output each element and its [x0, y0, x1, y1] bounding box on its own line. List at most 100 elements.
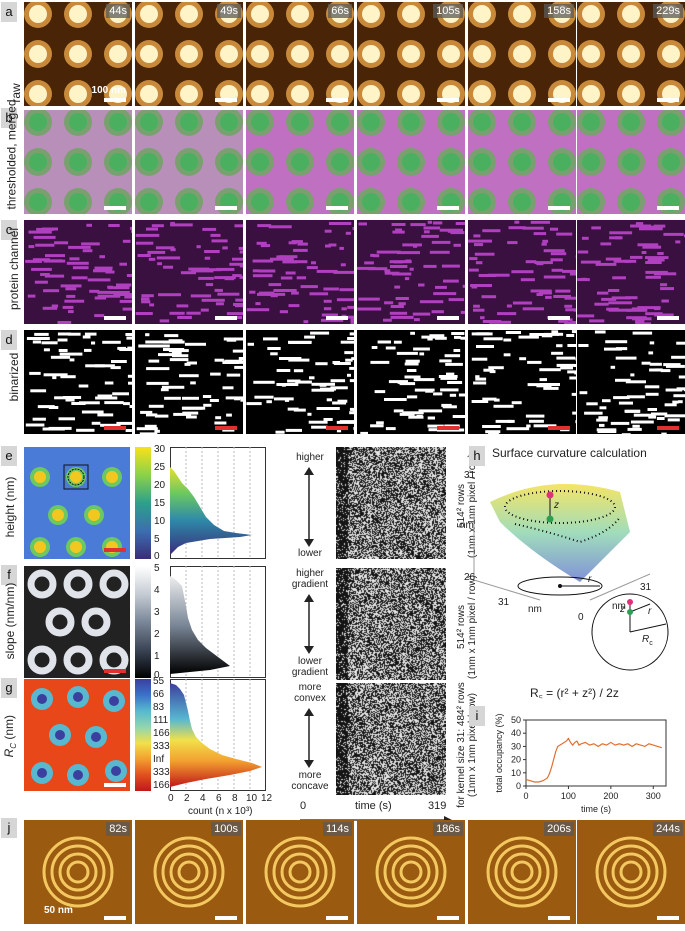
raw-tile: 158s	[468, 2, 576, 106]
g-ylabel: RC (nm)	[2, 696, 18, 776]
spiral-tile: 114s	[246, 820, 354, 924]
time-stamp: 206s	[544, 822, 574, 836]
g-ylabel-unit: (nm)	[1, 714, 16, 743]
h-x-unit2: nm	[612, 601, 626, 612]
x-tick-label: 0	[523, 791, 528, 801]
panel-label-c: c	[1, 220, 17, 240]
f-arrow-bottom: lower gradient	[285, 656, 335, 678]
g-arrow-bottom-2: concave	[291, 781, 329, 792]
raw-tile: 105s	[357, 2, 465, 106]
g-arrow-top: more convex	[285, 682, 335, 704]
y-tick-label: 20	[511, 755, 521, 765]
e-ylabel: height (nm)	[3, 476, 17, 538]
scale-bar	[104, 426, 126, 430]
g-cb-tick: 83	[153, 702, 165, 713]
e-arrow	[304, 467, 314, 547]
f-side-1: 514² rows	[456, 605, 467, 649]
hist-xtick: 4	[200, 793, 206, 804]
e-arrow-top: higher	[296, 452, 324, 463]
e-cb-tick: 15	[154, 498, 166, 509]
panel-label-i: i	[469, 706, 485, 726]
merged-tile	[357, 110, 465, 214]
g-arrow-bottom: more concave	[285, 770, 335, 792]
binarized-tile	[135, 330, 243, 434]
h-x-unit1: nm	[528, 604, 542, 615]
scale-bar	[657, 98, 679, 102]
f-arrow-bottom-2: gradient	[291, 667, 329, 678]
spiral-tile: 100s	[135, 820, 243, 924]
time-stamp: 44s	[106, 4, 130, 18]
hist-xlabel: count (n x 10³)	[188, 806, 253, 817]
spiral-tile: 186s	[357, 820, 465, 924]
g-arrow-top-1: more	[298, 682, 322, 693]
h-z-sym: z	[554, 500, 559, 511]
scale-bar	[215, 206, 237, 210]
scale-bar	[104, 206, 126, 210]
merged-tile	[246, 110, 354, 214]
f-cb-tick: 5	[154, 563, 160, 574]
merged-tile	[577, 110, 685, 214]
e-cb-tick: 25	[154, 462, 166, 473]
scale-bar	[437, 98, 459, 102]
protein-tile	[468, 220, 576, 324]
x-axis-label: time (s)	[581, 804, 611, 814]
slope-map-image	[24, 566, 130, 678]
slope-kymograph	[336, 568, 446, 680]
occupancy-series-line	[525, 737, 662, 783]
time-stamp: 100s	[211, 822, 241, 836]
g-cb-tick: 66	[153, 689, 165, 700]
raw-tile: 66s	[246, 2, 354, 106]
merged-tile	[135, 110, 243, 214]
f-arrow	[304, 594, 314, 654]
time-stamp: 244s	[653, 822, 683, 836]
g-cb-tick: 333	[153, 741, 170, 752]
time-tick-319: 319	[428, 800, 447, 812]
f-cb-tick: 3	[154, 607, 160, 618]
scale-bar	[104, 316, 126, 320]
y-axis-label: total occupancy (%)	[494, 713, 504, 792]
row-label-thresholded: thresholded, merged	[4, 99, 19, 210]
scale-bar	[215, 98, 237, 102]
g-arrow-bottom-1: more	[298, 770, 322, 781]
scale-bar	[437, 916, 459, 920]
scale-label: 50 nm	[44, 905, 73, 916]
scale-bar	[215, 426, 237, 430]
h-rc-sym: R	[642, 634, 650, 645]
e-cb-tick: 30	[154, 444, 166, 455]
time-axis-label: time (s)	[355, 800, 392, 812]
scale-bar	[548, 206, 570, 210]
time-stamp: 82s	[106, 822, 130, 836]
panel-label-j: j	[1, 818, 17, 838]
panel-label-g: g	[1, 678, 17, 698]
plot-frame	[525, 719, 667, 787]
scale-bar	[215, 916, 237, 920]
merged-tile	[24, 110, 132, 214]
protein-tile	[246, 220, 354, 324]
curvature-colorbar	[135, 679, 151, 791]
hist-xtick: 8	[232, 793, 238, 804]
hist-xtick: 12	[261, 793, 273, 804]
protein-tile	[577, 220, 685, 324]
hist-xticks: 0 2 4 6 8 10 12	[166, 793, 276, 807]
g-ylabel-sub: C	[9, 742, 19, 749]
row-label-protein: protein channel	[7, 227, 21, 311]
time-stamp: 105s	[433, 4, 463, 18]
x-tick-label: 100	[561, 791, 576, 801]
g-ylabel-r: R	[1, 748, 16, 758]
f-cb-tick: 2	[154, 629, 160, 640]
panel-label-f: f	[1, 565, 17, 585]
scale-bar	[215, 316, 237, 320]
g-cb-tick: Inf	[153, 754, 165, 765]
e-cb-tick: 5	[154, 534, 160, 545]
scale-bar	[548, 98, 570, 102]
binarized-tile	[468, 330, 576, 434]
h-x-right: 31	[640, 582, 652, 593]
occupancy-chart: 0 100 200 300 0 10 20 30 40 50 time (s) total occup…	[494, 713, 667, 814]
g-arrow	[304, 708, 314, 768]
scale-bar	[548, 316, 570, 320]
h-x-mid: 0	[578, 612, 584, 623]
scale-bar	[657, 206, 679, 210]
row-label-binarized: binarized	[7, 352, 21, 402]
h-r-sym-2: r	[648, 606, 652, 617]
scale-bar	[548, 426, 570, 430]
